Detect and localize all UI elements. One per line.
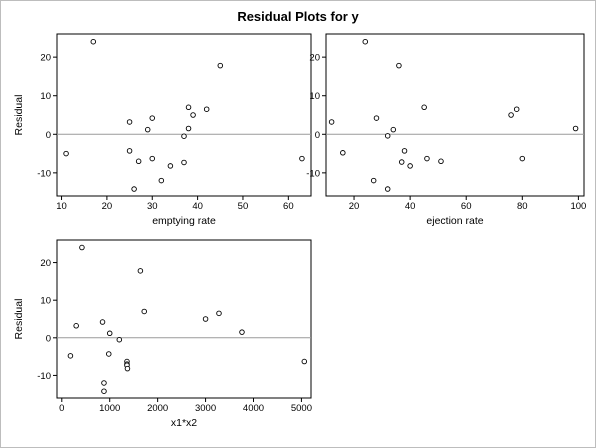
panel-3-residual-point <box>301 358 308 365</box>
panel-2-residual-point <box>373 115 380 121</box>
panel-2-residual-point <box>362 38 369 45</box>
panel-1-x-tick-label: 20 <box>102 201 113 212</box>
panel-1-x-tick-label: 50 <box>238 201 249 212</box>
panel-3-residual-point <box>124 365 131 372</box>
panel-3-x-tick-label: 3000 <box>195 403 216 414</box>
panel-1-y-tick-label: -10 <box>37 168 51 179</box>
panel-1-residual-point <box>126 119 133 125</box>
panel-1-residual-point <box>217 62 224 69</box>
panel-1-residual-point <box>190 112 196 118</box>
panel-2-y-tick-label: 10 <box>309 91 320 102</box>
panel-2-residual-point <box>390 126 397 133</box>
panel-2-residual-point <box>398 159 405 165</box>
panel-2-residual-point <box>424 155 430 162</box>
panel-2-y-tick-label: 0 <box>315 130 320 141</box>
panel-2-residual-point <box>508 112 514 118</box>
panel-1-residual-point <box>185 104 192 111</box>
panel-3-residual-point <box>101 388 107 394</box>
panel-3-residual-point <box>216 310 222 317</box>
panel-1-residual-point <box>126 148 133 154</box>
panel-1-residual-point <box>181 133 187 139</box>
panel-1-y-tick-label: 0 <box>46 130 51 141</box>
panel-1-y-tick-label: 20 <box>40 53 51 64</box>
panel-3-residual-point <box>202 316 209 322</box>
panel-3-y-tick-label: -10 <box>37 371 51 382</box>
panel-2-residual-point <box>407 163 413 169</box>
panel-2-y-tick-label: 20 <box>309 53 320 64</box>
panel-3-residual-point <box>106 351 112 357</box>
panel-2-residual-point <box>340 150 346 156</box>
panel-1-residual-point <box>203 106 210 112</box>
panel-3-residual-point <box>101 380 107 386</box>
panel-3-residual-point <box>67 353 74 359</box>
panel-1-x-tick-label: 30 <box>147 201 158 212</box>
panel-1-residual-point <box>167 163 174 169</box>
panel-3-x-axis-label: x1*x2 <box>171 417 197 429</box>
panel-3-residual-point <box>116 336 123 343</box>
panel-1-residual-point <box>149 115 155 121</box>
panel-3-y-tick-label: 0 <box>46 333 51 344</box>
panel-2-x-tick-label: 20 <box>349 201 360 212</box>
panel-3-residual-point <box>79 244 85 251</box>
panel-3-y-tick-label: 10 <box>40 296 51 307</box>
panel-1-residual-point <box>131 186 137 192</box>
panel-1-x-tick-label: 40 <box>192 201 203 212</box>
panel-2-x-tick-label: 80 <box>517 201 528 212</box>
panel-1-x-tick-label: 10 <box>56 201 67 212</box>
panel-1-residual-point <box>181 159 187 166</box>
panel-1-residual-point <box>185 125 192 132</box>
panel-2-residual-point <box>519 155 526 162</box>
panel-2-y-tick-label: -10 <box>306 168 320 179</box>
panel-2-residual-point <box>401 148 408 154</box>
panel-3-residual-point <box>73 323 79 329</box>
panel-1-residual-point <box>299 155 305 162</box>
panel-3-x-tick-label: 1000 <box>99 403 120 414</box>
panel-1-residual-point <box>158 177 165 184</box>
panel-3-residual-point <box>141 308 147 315</box>
panel-3-y-axis-label: Residual <box>13 299 25 340</box>
panel-1-x-tick-label: 60 <box>283 201 294 212</box>
panel-2-residual-point <box>438 158 444 165</box>
panel-3-x-tick-label: 2000 <box>147 403 168 414</box>
panel-3-plot-area <box>56 239 312 399</box>
panel-2-residual-point <box>572 125 579 132</box>
panel-2-residual-point <box>384 133 391 139</box>
panel-3-x-tick-label: 4000 <box>243 403 264 414</box>
panel-2-residual-point <box>396 62 402 69</box>
panel-1-plot-area <box>56 33 312 197</box>
panel-2-plot-area <box>325 33 585 197</box>
panel-2-x-tick-label: 60 <box>461 201 472 212</box>
panel-2-residual-point <box>421 104 427 111</box>
panel-3-residual-point <box>106 330 113 337</box>
panel-3-residual-point <box>137 268 144 274</box>
panel-1-residual-point <box>144 126 151 133</box>
panel-1-y-tick-label: 10 <box>40 91 51 102</box>
panel-2-x-axis-label: ejection rate <box>426 215 483 227</box>
panel-3-x-tick-label: 0 <box>59 403 64 414</box>
panel-1-y-axis-label: Residual <box>13 95 25 136</box>
panel-1-residual-point <box>135 158 142 165</box>
panel-1-x-axis-label: emptying rate <box>152 215 216 227</box>
panel-3-y-tick-label: 20 <box>40 258 51 269</box>
panel-2-residual-point <box>513 106 520 112</box>
panel-1-residual-point <box>149 155 155 162</box>
panel-2-residual-point <box>370 177 377 184</box>
panel-2-residual-point <box>328 119 335 125</box>
panel-2-x-tick-label: 100 <box>570 201 586 212</box>
panel-3-x-tick-label: 5000 <box>291 403 312 414</box>
panel-1-residual-point <box>63 150 69 157</box>
panel-2-x-tick-label: 40 <box>405 201 416 212</box>
panel-3-residual-point <box>239 329 245 335</box>
panel-2-residual-point <box>384 186 391 192</box>
figure-title: Residual Plots for y <box>237 9 359 24</box>
panel-1-residual-point <box>90 38 97 45</box>
panel-3-residual-point <box>99 319 106 325</box>
